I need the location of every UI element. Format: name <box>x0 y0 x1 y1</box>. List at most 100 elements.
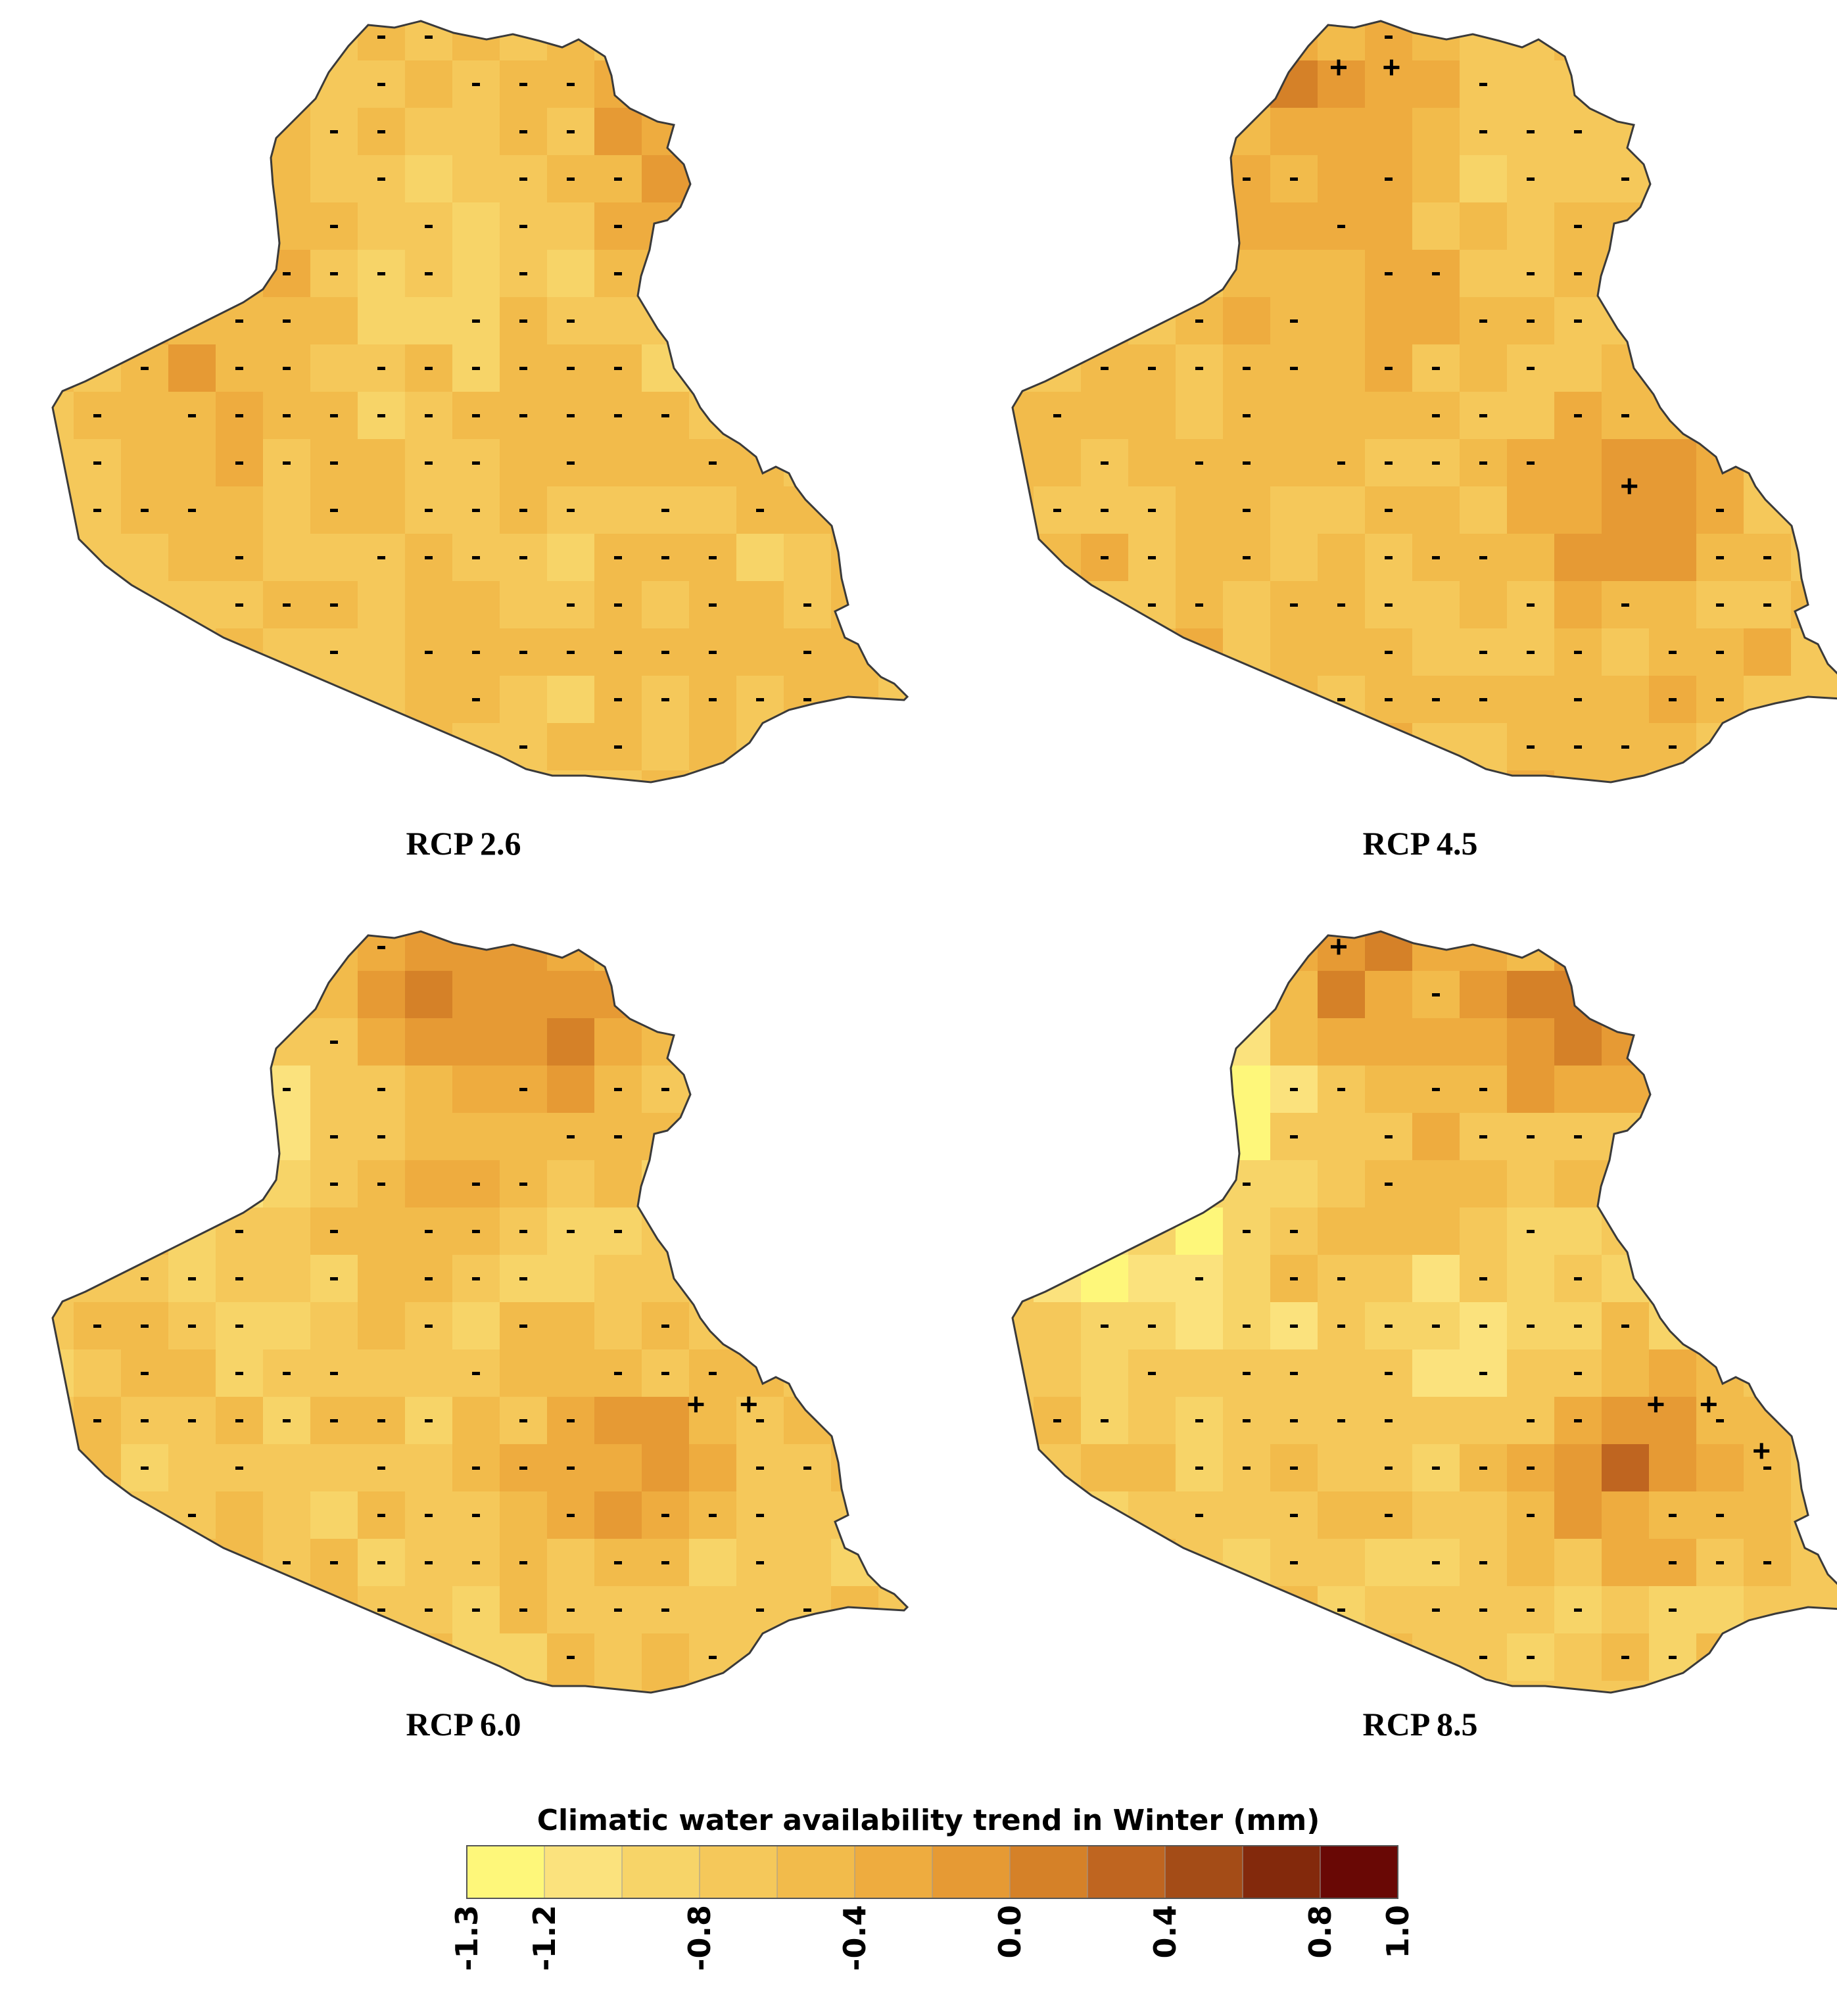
grid-cell <box>1696 392 1744 440</box>
grid-cell <box>878 1066 907 1113</box>
grid-cell <box>1696 971 1744 1019</box>
grid-cell <box>405 1018 453 1066</box>
grid-cells <box>53 931 907 1693</box>
minus-mark <box>661 1372 669 1375</box>
minus-mark <box>756 1608 764 1612</box>
grid-cell <box>1081 581 1129 629</box>
grid-cell <box>1318 1349 1366 1397</box>
minus-mark <box>425 367 433 370</box>
grid-cell <box>1176 723 1224 771</box>
grid-cell <box>547 250 595 298</box>
grid-cell <box>689 60 737 108</box>
grid-cell <box>263 486 311 534</box>
minus-mark <box>1337 225 1345 228</box>
grid-cell <box>1176 202 1224 250</box>
grid-cell <box>784 1681 832 1693</box>
minus-mark <box>614 1230 622 1233</box>
colorbar-swatch <box>932 1845 1011 1899</box>
grid-cell <box>74 108 122 156</box>
minus-mark <box>519 225 527 228</box>
colorbar-tick-label: 0.0 <box>992 1905 1028 1959</box>
grid-cell <box>1649 297 1697 345</box>
grid-cell <box>1744 1018 1792 1066</box>
minus-mark <box>377 1183 385 1186</box>
grid-cell <box>121 1207 169 1255</box>
grid-cell <box>53 155 74 203</box>
grid-cell <box>1365 723 1413 771</box>
grid-cell <box>831 21 879 61</box>
minus-mark <box>1669 1514 1677 1517</box>
grid-cell <box>1013 1207 1034 1255</box>
grid-cell <box>452 1633 500 1681</box>
grid-cell <box>121 1681 169 1693</box>
grid-cell <box>1270 1681 1318 1693</box>
minus-mark <box>1337 1088 1345 1091</box>
grid-cell <box>1013 250 1034 298</box>
minus-mark <box>472 1466 480 1470</box>
plus-mark <box>1621 478 1638 494</box>
grid-cell <box>1744 1302 1792 1350</box>
minus-mark <box>1527 177 1535 181</box>
minus-mark <box>567 1514 575 1517</box>
grid-cell <box>1791 1113 1837 1161</box>
grid-cell <box>1602 628 1650 676</box>
minus-mark <box>1432 461 1440 465</box>
grid-cell <box>1034 21 1082 61</box>
minus-mark <box>1243 1230 1251 1233</box>
grid-cell <box>1013 931 1034 972</box>
colorbar-swatch <box>1320 1845 1398 1899</box>
grid-cell <box>405 971 453 1019</box>
grid-cell <box>1013 1444 1034 1492</box>
grid-cell <box>1270 250 1318 298</box>
grid-cell <box>1223 1681 1271 1693</box>
grid-cell <box>1013 21 1034 61</box>
grid-cell <box>1034 250 1082 298</box>
minus-mark <box>283 319 291 323</box>
grid-cell <box>1412 202 1460 250</box>
grid-cell <box>784 1539 832 1587</box>
grid-cell <box>168 1018 216 1066</box>
grid-cell <box>689 971 737 1019</box>
grid-cell <box>1365 1539 1413 1587</box>
grid-cell <box>216 1681 264 1693</box>
grid-cell <box>689 202 737 250</box>
grid-cell <box>878 155 907 203</box>
grid-cell <box>1602 770 1650 782</box>
minus-mark <box>519 1230 527 1233</box>
grid-cell <box>1081 297 1129 345</box>
minus-mark <box>330 414 338 417</box>
minus-mark <box>1432 1466 1440 1470</box>
minus-mark <box>1716 1561 1724 1564</box>
grid-cell <box>1365 1255 1413 1303</box>
grid-cell <box>53 1255 74 1303</box>
grid-cell <box>784 1066 832 1113</box>
grid-cell <box>358 297 406 345</box>
grid-cell <box>452 1018 500 1066</box>
minus-mark <box>1195 319 1203 323</box>
minus-mark <box>614 651 622 654</box>
grid-cell <box>500 770 548 782</box>
minus-mark <box>1195 461 1203 465</box>
minus-mark <box>472 1277 480 1280</box>
grid-cell <box>1318 108 1366 156</box>
grid-cell <box>1649 534 1697 582</box>
grid-cell <box>1412 1255 1460 1303</box>
grid-cell <box>168 931 216 972</box>
grid-cell <box>1318 1681 1366 1693</box>
grid-cell <box>452 1113 500 1161</box>
minus-mark <box>1621 1324 1629 1328</box>
grid-cells <box>1013 931 1837 1693</box>
grid-cell <box>736 297 784 345</box>
minus-mark <box>567 651 575 654</box>
grid-cell <box>1176 1160 1224 1208</box>
grid-cell <box>1649 1349 1697 1397</box>
grid-cell <box>878 344 907 392</box>
minus-mark <box>472 319 480 323</box>
minus-mark <box>330 1561 338 1564</box>
minus-mark <box>283 461 291 465</box>
grid-cell <box>168 250 216 298</box>
grid-cell <box>1649 1444 1697 1492</box>
grid-cell <box>263 155 311 203</box>
grid-cell <box>1744 1397 1792 1445</box>
grid-cell <box>1744 770 1792 782</box>
